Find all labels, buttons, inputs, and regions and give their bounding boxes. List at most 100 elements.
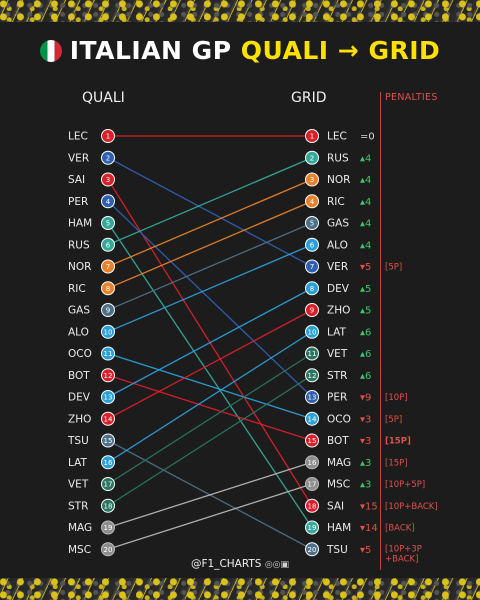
grid-change-lat: ▲6 — [360, 327, 371, 338]
connector-ric — [107, 200, 313, 289]
quali-dot-ham — [101, 216, 115, 230]
grid-pos-ver: 7 — [310, 263, 314, 271]
quali-dot-per — [101, 194, 115, 209]
title-white: ITALIAN GP — [69, 36, 232, 65]
grid-pos-lat: 10 — [308, 328, 317, 336]
grid-pos-sai: 18 — [308, 502, 317, 510]
grid-label-mag: MAG — [327, 457, 351, 469]
grid-dot-ham — [305, 520, 319, 535]
grid-change-mag: ▲3 — [360, 458, 371, 469]
quali-label-tsu: TSU — [67, 435, 89, 447]
connector-msc — [107, 483, 313, 550]
quali-dot-lec — [101, 129, 115, 143]
quali-dot-oco — [101, 346, 115, 361]
connector-dev — [107, 287, 313, 398]
connector-zho — [107, 309, 313, 420]
grid-pos-tsu: 20 — [308, 546, 317, 554]
quali-pos-ver: 2 — [106, 154, 110, 162]
quali-pos-bot: 12 — [104, 372, 113, 380]
quali-pos-gas: 9 — [106, 307, 110, 315]
quali-label-str: STR — [68, 500, 88, 512]
quali-pos-lat: 16 — [104, 459, 113, 467]
grid-change-sai: ▼15 — [360, 501, 378, 512]
penalty-divider — [380, 92, 381, 570]
grid-pos-dev: 8 — [310, 285, 314, 293]
quali-label-zho: ZHO — [68, 413, 91, 425]
connector-gas — [107, 222, 313, 311]
penalties-column-header: PENALTIES — [385, 92, 438, 103]
quali-dot-rus — [101, 237, 115, 252]
grid-change-oco: ▼3 — [360, 414, 371, 425]
quali-column-header: QUALI — [82, 90, 125, 106]
grid-dot-sai — [305, 498, 319, 513]
grid-label-per: PER — [327, 392, 347, 404]
grid-pos-oco: 14 — [308, 415, 317, 423]
grid-dot-ric — [305, 194, 319, 209]
grid-pos-mag: 16 — [308, 459, 317, 467]
connector-vet — [107, 352, 313, 485]
top-checker-band — [0, 0, 480, 22]
grid-change-tsu: ▼5 — [360, 545, 371, 556]
grid-dot-mag — [305, 455, 319, 470]
quali-label-ham: HAM — [68, 218, 92, 230]
quali-dot-dev — [101, 390, 115, 404]
grid-change-dev: ▲5 — [360, 284, 371, 295]
grid-dot-alo — [305, 237, 319, 252]
grid-label-ver: VER — [327, 261, 348, 273]
penalty-mag: [15P] — [385, 458, 408, 468]
quali-label-msc: MSC — [68, 544, 91, 556]
grid-change-lec: =0 — [360, 132, 375, 143]
grid-change-vet: ▲6 — [360, 349, 371, 360]
grid-dot-rus — [305, 150, 319, 165]
quali-label-mag: MAG — [68, 522, 92, 534]
position-markers: LEC 1 VER 2 SAI 3 PER 4 HAM 5 RUS 6 NOR 7 RIC 8 GAS 9 ALO 1… — [67, 129, 438, 564]
quali-label-ver: VER — [68, 152, 89, 164]
quali-dot-zho — [101, 411, 115, 426]
connector-rus — [107, 157, 313, 246]
grid-label-ham: HAM — [327, 522, 351, 534]
grid-change-rus: ▲4 — [360, 153, 371, 164]
quali-dot-msc — [101, 542, 115, 557]
grid-label-dev: DEV — [327, 283, 350, 295]
connector-mag — [107, 461, 313, 529]
quali-label-gas: GAS — [68, 305, 90, 317]
grid-label-bot: BOT — [327, 435, 349, 447]
grid-label-tsu: TSU — [326, 544, 348, 556]
quali-pos-rus: 6 — [106, 241, 111, 249]
penalty-bot: [15P] — [385, 437, 411, 447]
grid-pos-zho: 9 — [310, 307, 314, 315]
quali-pos-tsu: 15 — [104, 437, 113, 445]
grid-label-zho: ZHO — [327, 305, 350, 317]
grid-dot-ver — [305, 259, 319, 274]
grid-pos-bot: 15 — [308, 437, 317, 445]
quali-pos-mag: 19 — [104, 524, 113, 532]
quali-dot-nor — [101, 259, 115, 274]
grid-dot-oco — [305, 411, 319, 426]
grid-pos-rus: 2 — [310, 154, 314, 162]
grid-dot-per — [305, 390, 319, 404]
quali-label-lec: LEC — [68, 131, 88, 143]
grid-label-vet: VET — [327, 348, 348, 360]
connector-lines — [107, 135, 313, 550]
quali-pos-nor: 7 — [106, 263, 110, 271]
penalty-ver: [5P] — [385, 263, 402, 273]
grid-pos-per: 13 — [308, 394, 317, 402]
grid-change-alo: ▲4 — [360, 240, 371, 251]
grid-change-ham: ▼14 — [360, 523, 378, 534]
quali-dot-ric — [101, 281, 115, 296]
grid-dot-lat — [305, 324, 319, 339]
grid-dot-nor — [305, 172, 319, 187]
quali-pos-alo: 10 — [104, 328, 113, 336]
quali-pos-ham: 5 — [106, 220, 110, 228]
quali-dot-alo — [101, 324, 115, 339]
grid-change-ric: ▲4 — [360, 197, 371, 208]
penalty-sai: [10P+BACK] — [385, 502, 438, 512]
grid-label-alo: ALO — [327, 239, 348, 251]
quali-pos-zho: 14 — [104, 415, 113, 423]
grid-change-str: ▲6 — [360, 371, 371, 382]
grid-label-oco: OCO — [327, 413, 351, 425]
grid-column-header: GRID — [291, 90, 327, 106]
grid-change-gas: ▲4 — [360, 219, 371, 230]
quali-label-alo: ALO — [68, 326, 89, 338]
